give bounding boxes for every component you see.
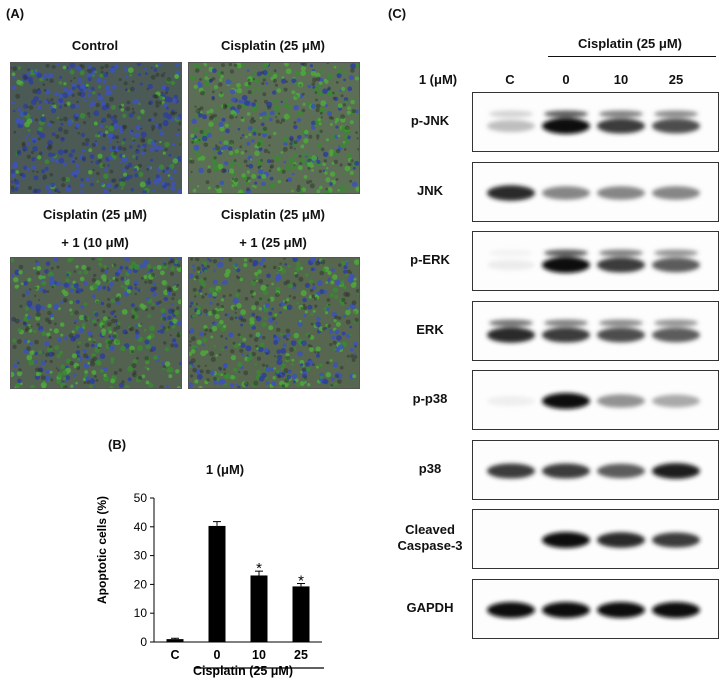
- blot-label-cleaved-caspase-3: Cleaved Caspase-3: [397, 522, 463, 553]
- blot-band-upper: [489, 319, 533, 326]
- blot-p-p38: [472, 370, 719, 430]
- chart-bar: [250, 575, 268, 642]
- blot-band: [542, 601, 590, 618]
- micrograph-control: [10, 62, 182, 194]
- image-caption-cisplatin-c10-line2: + 1 (10 μM): [61, 235, 129, 250]
- chart-treatment-title: 1 (μM): [205, 462, 245, 477]
- chart-x-tick-label: C: [170, 648, 179, 662]
- blot-label-jnk: JNK: [416, 182, 443, 198]
- blot-band-upper: [489, 249, 533, 257]
- chart-x-tick-label: 10: [252, 648, 266, 662]
- blot-band: [652, 601, 700, 618]
- chart-significance-marker: *: [298, 573, 304, 590]
- blot-band: [652, 185, 700, 200]
- blot-band: [597, 601, 645, 618]
- image-caption-cisplatin: Cisplatin (25 μM): [220, 38, 326, 53]
- chart-y-tick-label: 20: [134, 577, 148, 591]
- blot-band: [487, 601, 535, 618]
- image-caption-cisplatin-c10-line1: Cisplatin (25 μM): [42, 207, 148, 222]
- chart-y-tick-label: 40: [134, 520, 148, 534]
- lane-label-0: 0: [562, 72, 570, 87]
- blot-gapdh: [472, 578, 719, 639]
- blot-p-jnk: [472, 92, 719, 152]
- blot-band: [487, 395, 535, 407]
- chart-y-axis-label: Apoptotic cells (%): [95, 496, 109, 604]
- chart-group-label: Cisplatin (25 μM): [193, 664, 293, 678]
- image-caption-cisplatin-c25-line2: + 1 (25 μM): [239, 235, 307, 250]
- chart-significance-marker: *: [256, 560, 262, 577]
- blot-band: [542, 326, 590, 343]
- lane-label-10: 10: [613, 72, 629, 87]
- chart-bar: [208, 525, 226, 642]
- chart-bar: [292, 586, 310, 642]
- blot-label-p-erk: p-ERK: [410, 252, 450, 267]
- image-caption-control: Control: [71, 38, 119, 53]
- apoptosis-bar-chart: Apoptotic cells (%) Cisplatin (25 μM) 0 1…: [95, 491, 324, 678]
- blot-band: [542, 118, 590, 134]
- micrograph-cisplatin: [188, 62, 360, 194]
- blot-band-upper: [599, 110, 643, 118]
- blot-band: [652, 327, 700, 342]
- blot-band: [597, 463, 645, 478]
- micrograph-cisplatin-c25: [188, 257, 360, 389]
- blot-band-upper: [544, 110, 588, 118]
- image-caption-cisplatin-c25-line1: Cisplatin (25 μM): [220, 207, 326, 222]
- blot-band: [597, 327, 645, 342]
- blot-band: [542, 185, 590, 200]
- blot-band-upper: [544, 249, 588, 257]
- blot-band-upper: [599, 319, 643, 326]
- chart-y-tick-label: 30: [134, 549, 148, 563]
- blot-band: [597, 118, 645, 134]
- blot-band-upper: [544, 319, 588, 326]
- blot-label-p38: p38: [418, 460, 442, 476]
- blot-group-label: Cisplatin (25 μM): [577, 36, 683, 51]
- blot-band-upper: [654, 319, 698, 326]
- blot-band: [542, 462, 590, 479]
- blot-band: [652, 394, 700, 408]
- blot-band: [652, 462, 700, 479]
- blot-band: [652, 257, 700, 273]
- blot-band: [652, 532, 700, 548]
- micrograph-cisplatin-c10: [10, 257, 182, 389]
- blot-band-upper: [489, 110, 533, 118]
- blot-band-upper: [654, 249, 698, 257]
- panel-c-label: (C): [388, 6, 407, 21]
- blot-label-p-p38: p-p38: [412, 391, 448, 406]
- blot-p-erk: [472, 231, 719, 291]
- blot-erk: [472, 300, 719, 361]
- blot-label-p-jnk: p-JNK: [410, 113, 450, 128]
- chart-y-tick-label: 0: [140, 635, 147, 649]
- blot-treatment-label: 1 (μM): [418, 72, 458, 87]
- blot-jnk: [472, 161, 719, 222]
- blot-band: [487, 184, 535, 201]
- chart-y-tick-label: 50: [134, 491, 148, 505]
- blot-band-upper: [599, 249, 643, 257]
- blot-label-erk: ERK: [416, 321, 444, 337]
- blot-band: [487, 326, 535, 343]
- blot-p38: [472, 439, 719, 500]
- chart-x-tick-label: 0: [214, 648, 221, 662]
- blot-band: [542, 257, 590, 273]
- panel-a-label: (A): [6, 6, 25, 21]
- blot-band: [487, 119, 535, 133]
- lane-label-c: C: [505, 72, 515, 87]
- blot-band: [487, 462, 535, 479]
- blot-band: [652, 118, 700, 134]
- blot-band-upper: [654, 110, 698, 118]
- lane-label-25: 25: [668, 72, 684, 87]
- blot-cleaved-caspase-3: [472, 509, 719, 569]
- chart-bar: [166, 639, 184, 642]
- chart-y-tick-label: 10: [134, 606, 148, 620]
- blot-band: [597, 394, 645, 408]
- blot-band: [542, 532, 590, 548]
- blot-band: [597, 257, 645, 273]
- blot-label-gapdh: GAPDH: [406, 599, 454, 615]
- blot-band: [542, 393, 590, 409]
- blot-band: [597, 185, 645, 200]
- blot-band: [487, 259, 535, 271]
- chart-x-tick-label: 25: [294, 648, 308, 662]
- blot-band: [597, 532, 645, 548]
- panel-b-label: (B): [108, 437, 127, 452]
- blot-group-line: [548, 56, 716, 57]
